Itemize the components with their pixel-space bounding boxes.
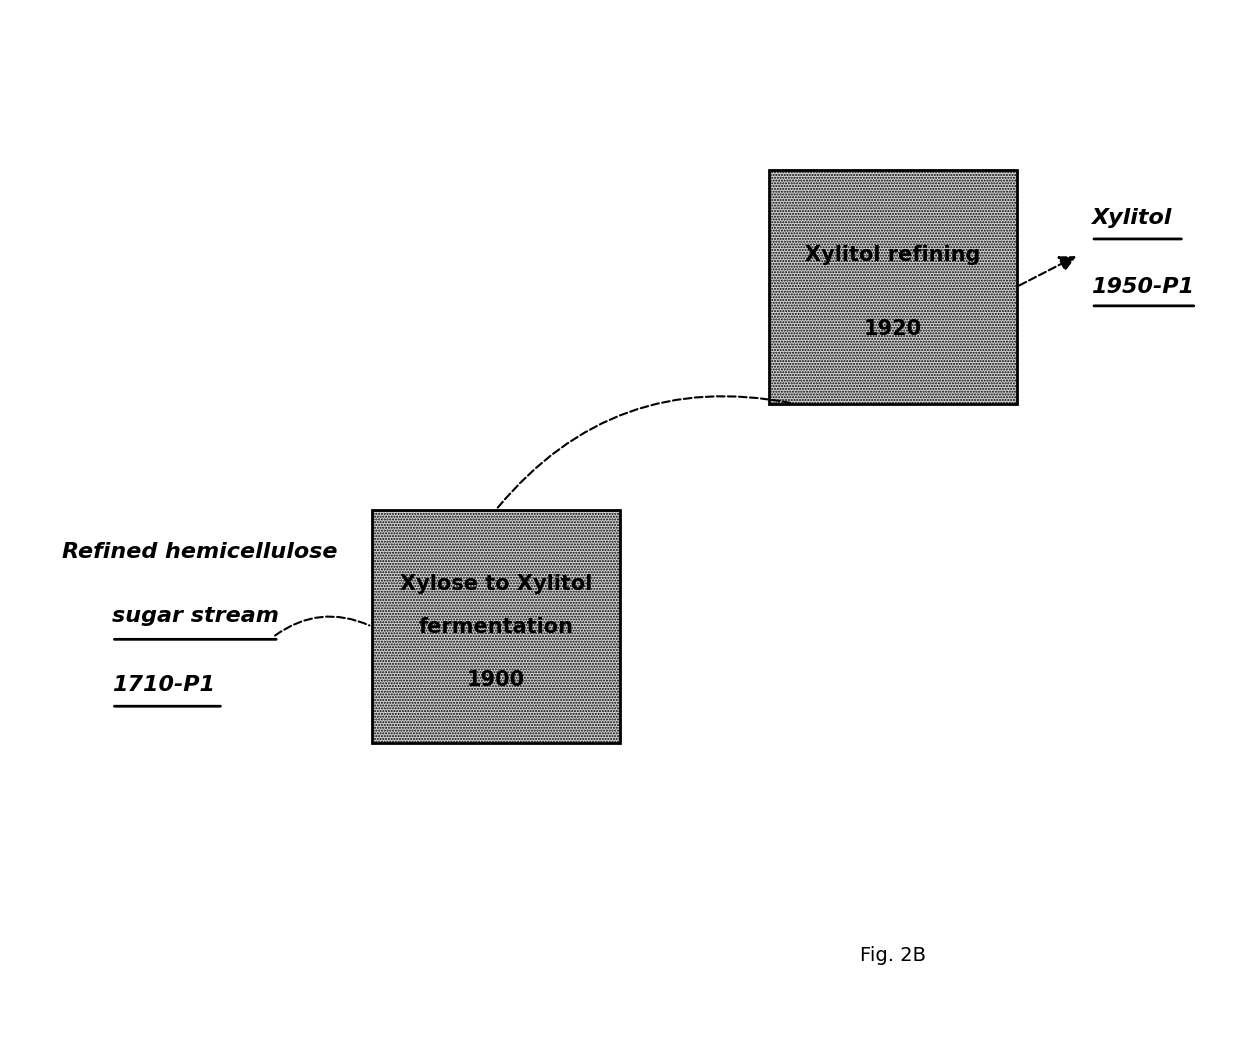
Text: fermentation: fermentation [419, 617, 573, 636]
Text: Xylitol: Xylitol [1091, 208, 1172, 227]
FancyBboxPatch shape [769, 170, 1017, 404]
Text: sugar stream: sugar stream [112, 606, 279, 626]
Text: 1920: 1920 [864, 320, 921, 339]
Text: Refined hemicellulose: Refined hemicellulose [62, 543, 337, 562]
Text: Xylose to Xylitol: Xylose to Xylitol [399, 575, 593, 594]
Text: 1950-P1: 1950-P1 [1091, 277, 1194, 296]
Text: 1900: 1900 [467, 670, 525, 689]
Text: Fig. 2B: Fig. 2B [859, 946, 926, 965]
Text: Xylitol refining: Xylitol refining [805, 245, 981, 264]
FancyBboxPatch shape [372, 510, 620, 743]
Text: 1710-P1: 1710-P1 [112, 675, 215, 695]
